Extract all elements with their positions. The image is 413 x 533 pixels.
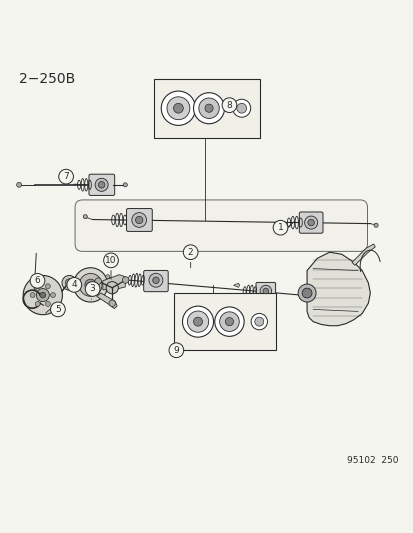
Circle shape bbox=[193, 317, 202, 326]
Circle shape bbox=[45, 302, 50, 306]
Text: 6: 6 bbox=[35, 276, 40, 285]
Polygon shape bbox=[102, 274, 125, 290]
Circle shape bbox=[50, 293, 55, 297]
FancyBboxPatch shape bbox=[75, 200, 367, 252]
Circle shape bbox=[40, 292, 45, 298]
Circle shape bbox=[95, 178, 108, 191]
Text: 95102  250: 95102 250 bbox=[347, 456, 398, 465]
Bar bbox=[154, 78, 259, 138]
Polygon shape bbox=[306, 252, 370, 326]
Circle shape bbox=[161, 91, 195, 125]
Circle shape bbox=[149, 273, 162, 287]
Circle shape bbox=[122, 277, 128, 283]
Circle shape bbox=[103, 253, 118, 268]
Circle shape bbox=[236, 103, 246, 113]
Circle shape bbox=[85, 279, 96, 290]
FancyBboxPatch shape bbox=[89, 174, 114, 196]
Circle shape bbox=[183, 245, 197, 260]
Circle shape bbox=[79, 273, 102, 296]
Circle shape bbox=[62, 276, 76, 290]
Circle shape bbox=[98, 182, 104, 188]
Circle shape bbox=[59, 169, 73, 184]
FancyBboxPatch shape bbox=[126, 208, 152, 231]
Circle shape bbox=[251, 313, 267, 330]
Circle shape bbox=[219, 312, 239, 332]
Polygon shape bbox=[351, 244, 374, 265]
FancyBboxPatch shape bbox=[299, 212, 322, 233]
Circle shape bbox=[17, 182, 21, 187]
Circle shape bbox=[307, 219, 313, 226]
Circle shape bbox=[135, 216, 142, 224]
Text: 10: 10 bbox=[105, 256, 116, 265]
Circle shape bbox=[45, 284, 50, 289]
Circle shape bbox=[30, 273, 45, 288]
Text: 9: 9 bbox=[173, 346, 179, 355]
Circle shape bbox=[166, 97, 190, 120]
Circle shape bbox=[187, 311, 208, 332]
Circle shape bbox=[23, 276, 62, 314]
Text: 2−250B: 2−250B bbox=[19, 72, 75, 86]
Circle shape bbox=[131, 213, 146, 228]
Circle shape bbox=[85, 281, 100, 296]
Bar bbox=[174, 293, 276, 350]
Text: 1: 1 bbox=[277, 223, 283, 232]
Circle shape bbox=[50, 302, 65, 317]
Circle shape bbox=[35, 302, 40, 306]
Circle shape bbox=[182, 306, 213, 337]
Circle shape bbox=[36, 288, 49, 302]
Circle shape bbox=[65, 279, 73, 287]
Circle shape bbox=[169, 343, 183, 358]
Polygon shape bbox=[97, 293, 117, 309]
Circle shape bbox=[225, 318, 233, 326]
Text: 4: 4 bbox=[71, 280, 77, 289]
Circle shape bbox=[30, 293, 35, 297]
Circle shape bbox=[152, 277, 159, 284]
Circle shape bbox=[73, 268, 107, 302]
Circle shape bbox=[198, 98, 219, 118]
Circle shape bbox=[67, 278, 81, 292]
Circle shape bbox=[262, 288, 268, 294]
Circle shape bbox=[304, 216, 317, 229]
Circle shape bbox=[214, 307, 244, 336]
Circle shape bbox=[301, 288, 311, 298]
Circle shape bbox=[273, 220, 287, 235]
Circle shape bbox=[106, 281, 118, 294]
FancyBboxPatch shape bbox=[143, 270, 168, 292]
FancyBboxPatch shape bbox=[255, 282, 275, 300]
Polygon shape bbox=[233, 283, 239, 287]
Circle shape bbox=[259, 285, 271, 297]
Circle shape bbox=[222, 98, 236, 112]
Circle shape bbox=[83, 215, 87, 219]
Circle shape bbox=[254, 317, 263, 326]
Circle shape bbox=[109, 300, 115, 306]
Text: 7: 7 bbox=[63, 172, 69, 181]
Circle shape bbox=[232, 99, 250, 117]
Circle shape bbox=[297, 284, 315, 302]
Circle shape bbox=[105, 274, 109, 279]
Circle shape bbox=[95, 278, 101, 285]
Circle shape bbox=[373, 223, 377, 227]
Circle shape bbox=[35, 284, 40, 289]
Text: 3: 3 bbox=[90, 285, 95, 294]
Text: 8: 8 bbox=[226, 101, 232, 110]
Circle shape bbox=[173, 103, 183, 113]
Text: 5: 5 bbox=[55, 305, 61, 314]
Circle shape bbox=[193, 93, 224, 124]
Text: 2: 2 bbox=[188, 248, 193, 257]
Circle shape bbox=[123, 183, 127, 187]
Circle shape bbox=[204, 104, 213, 112]
